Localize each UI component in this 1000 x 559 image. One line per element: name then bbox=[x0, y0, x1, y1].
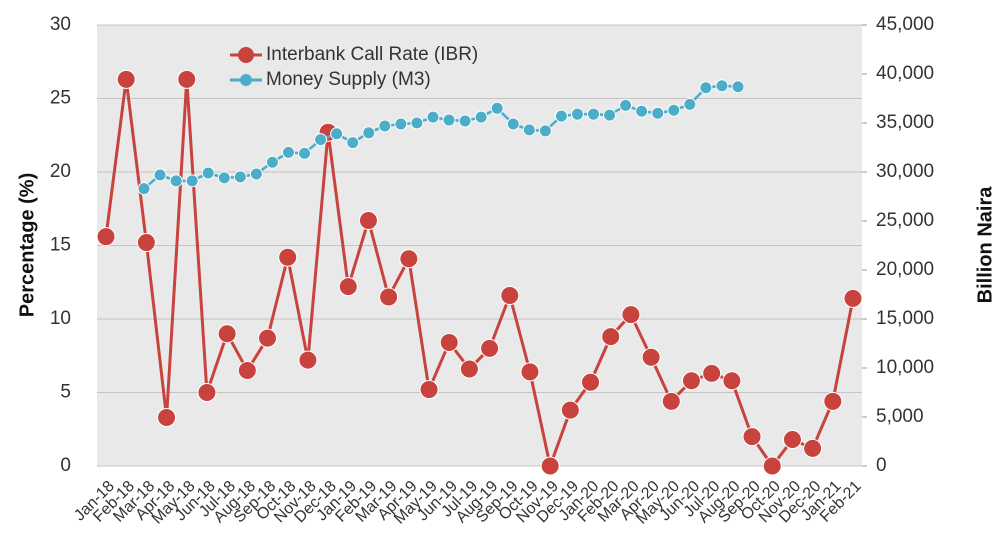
data-point bbox=[338, 277, 358, 297]
data-point bbox=[217, 171, 231, 185]
data-point bbox=[681, 371, 701, 391]
data-point bbox=[439, 333, 459, 353]
data-point bbox=[540, 456, 560, 476]
data-point bbox=[330, 127, 344, 141]
data-point bbox=[116, 69, 136, 89]
data-point bbox=[258, 328, 278, 348]
y2-axis-label: Billion Naira bbox=[974, 186, 996, 304]
data-point bbox=[157, 407, 177, 427]
data-point bbox=[278, 247, 298, 267]
data-point bbox=[683, 97, 697, 111]
data-point bbox=[587, 107, 601, 121]
data-point bbox=[177, 69, 197, 89]
data-point bbox=[265, 155, 279, 169]
data-point bbox=[762, 456, 782, 476]
y2-tick-label: 45,000 bbox=[876, 14, 934, 35]
data-point bbox=[621, 305, 641, 325]
y-tick-label: 20 bbox=[50, 161, 71, 182]
data-point bbox=[661, 391, 681, 411]
data-point bbox=[641, 347, 661, 367]
y-tick-label: 0 bbox=[60, 455, 71, 476]
data-point bbox=[459, 359, 479, 379]
data-point bbox=[520, 362, 540, 382]
data-point bbox=[699, 81, 713, 95]
data-point bbox=[603, 108, 617, 122]
y2-tick-label: 40,000 bbox=[876, 63, 934, 84]
data-point bbox=[298, 350, 318, 370]
data-point bbox=[217, 324, 237, 344]
data-point bbox=[458, 114, 472, 128]
data-point bbox=[538, 124, 552, 138]
data-point bbox=[500, 285, 520, 305]
data-point bbox=[506, 117, 520, 131]
y2-tick-label: 20,000 bbox=[876, 259, 934, 280]
legend-label: Money Supply (M3) bbox=[266, 69, 431, 90]
y-tick-label: 30 bbox=[50, 14, 71, 35]
data-point bbox=[715, 79, 729, 93]
data-point bbox=[137, 182, 151, 196]
data-point bbox=[136, 233, 156, 253]
data-point bbox=[554, 109, 568, 123]
y2-tick-label: 35,000 bbox=[876, 112, 934, 133]
data-point bbox=[394, 117, 408, 131]
legend-marker bbox=[238, 47, 254, 63]
y-tick-label: 15 bbox=[50, 235, 71, 256]
data-point bbox=[490, 101, 504, 115]
y2-tick-label: 25,000 bbox=[876, 210, 934, 231]
data-point bbox=[233, 170, 247, 184]
data-point bbox=[362, 126, 376, 140]
data-point bbox=[619, 98, 633, 112]
data-point bbox=[782, 430, 802, 450]
data-point bbox=[742, 427, 762, 447]
data-point bbox=[522, 123, 536, 137]
data-point bbox=[480, 338, 500, 358]
data-point bbox=[474, 110, 488, 124]
data-point bbox=[346, 136, 360, 150]
data-point bbox=[96, 227, 116, 247]
y2-tick-label: 0 bbox=[876, 455, 887, 476]
y2-tick-label: 5,000 bbox=[876, 406, 924, 427]
data-point bbox=[201, 166, 215, 180]
data-point bbox=[803, 438, 823, 458]
data-point bbox=[399, 249, 419, 269]
y-tick-label: 10 bbox=[50, 308, 71, 329]
data-point bbox=[702, 363, 722, 383]
data-point bbox=[843, 288, 863, 308]
data-point bbox=[281, 145, 295, 159]
data-point bbox=[635, 104, 649, 118]
data-point bbox=[731, 80, 745, 94]
data-point bbox=[570, 107, 584, 121]
data-point bbox=[601, 327, 621, 347]
y2-tick-label: 30,000 bbox=[876, 161, 934, 182]
data-point bbox=[378, 119, 392, 133]
legend-label: Interbank Call Rate (IBR) bbox=[266, 44, 478, 65]
data-point bbox=[153, 168, 167, 182]
y2-tick-label: 10,000 bbox=[876, 357, 934, 378]
data-point bbox=[249, 167, 263, 181]
data-point bbox=[419, 380, 439, 400]
data-point bbox=[197, 383, 217, 402]
data-point bbox=[298, 146, 312, 160]
data-point bbox=[442, 113, 456, 127]
data-point bbox=[314, 133, 328, 147]
data-point bbox=[560, 400, 580, 420]
data-point bbox=[185, 174, 199, 188]
data-point bbox=[823, 391, 843, 411]
data-point bbox=[426, 110, 440, 124]
y-tick-label: 5 bbox=[60, 382, 71, 403]
data-point bbox=[667, 103, 681, 117]
data-point bbox=[379, 287, 399, 307]
data-point bbox=[651, 106, 665, 120]
y2-tick-label: 15,000 bbox=[876, 308, 934, 329]
data-point bbox=[722, 371, 742, 391]
y-tick-label: 25 bbox=[50, 88, 71, 109]
data-point bbox=[237, 360, 257, 380]
legend-marker bbox=[240, 74, 252, 86]
data-point bbox=[581, 372, 601, 392]
y-axis-label: Percentage (%) bbox=[16, 173, 38, 318]
data-point bbox=[410, 116, 424, 130]
data-point bbox=[169, 174, 183, 188]
data-point bbox=[358, 211, 378, 231]
